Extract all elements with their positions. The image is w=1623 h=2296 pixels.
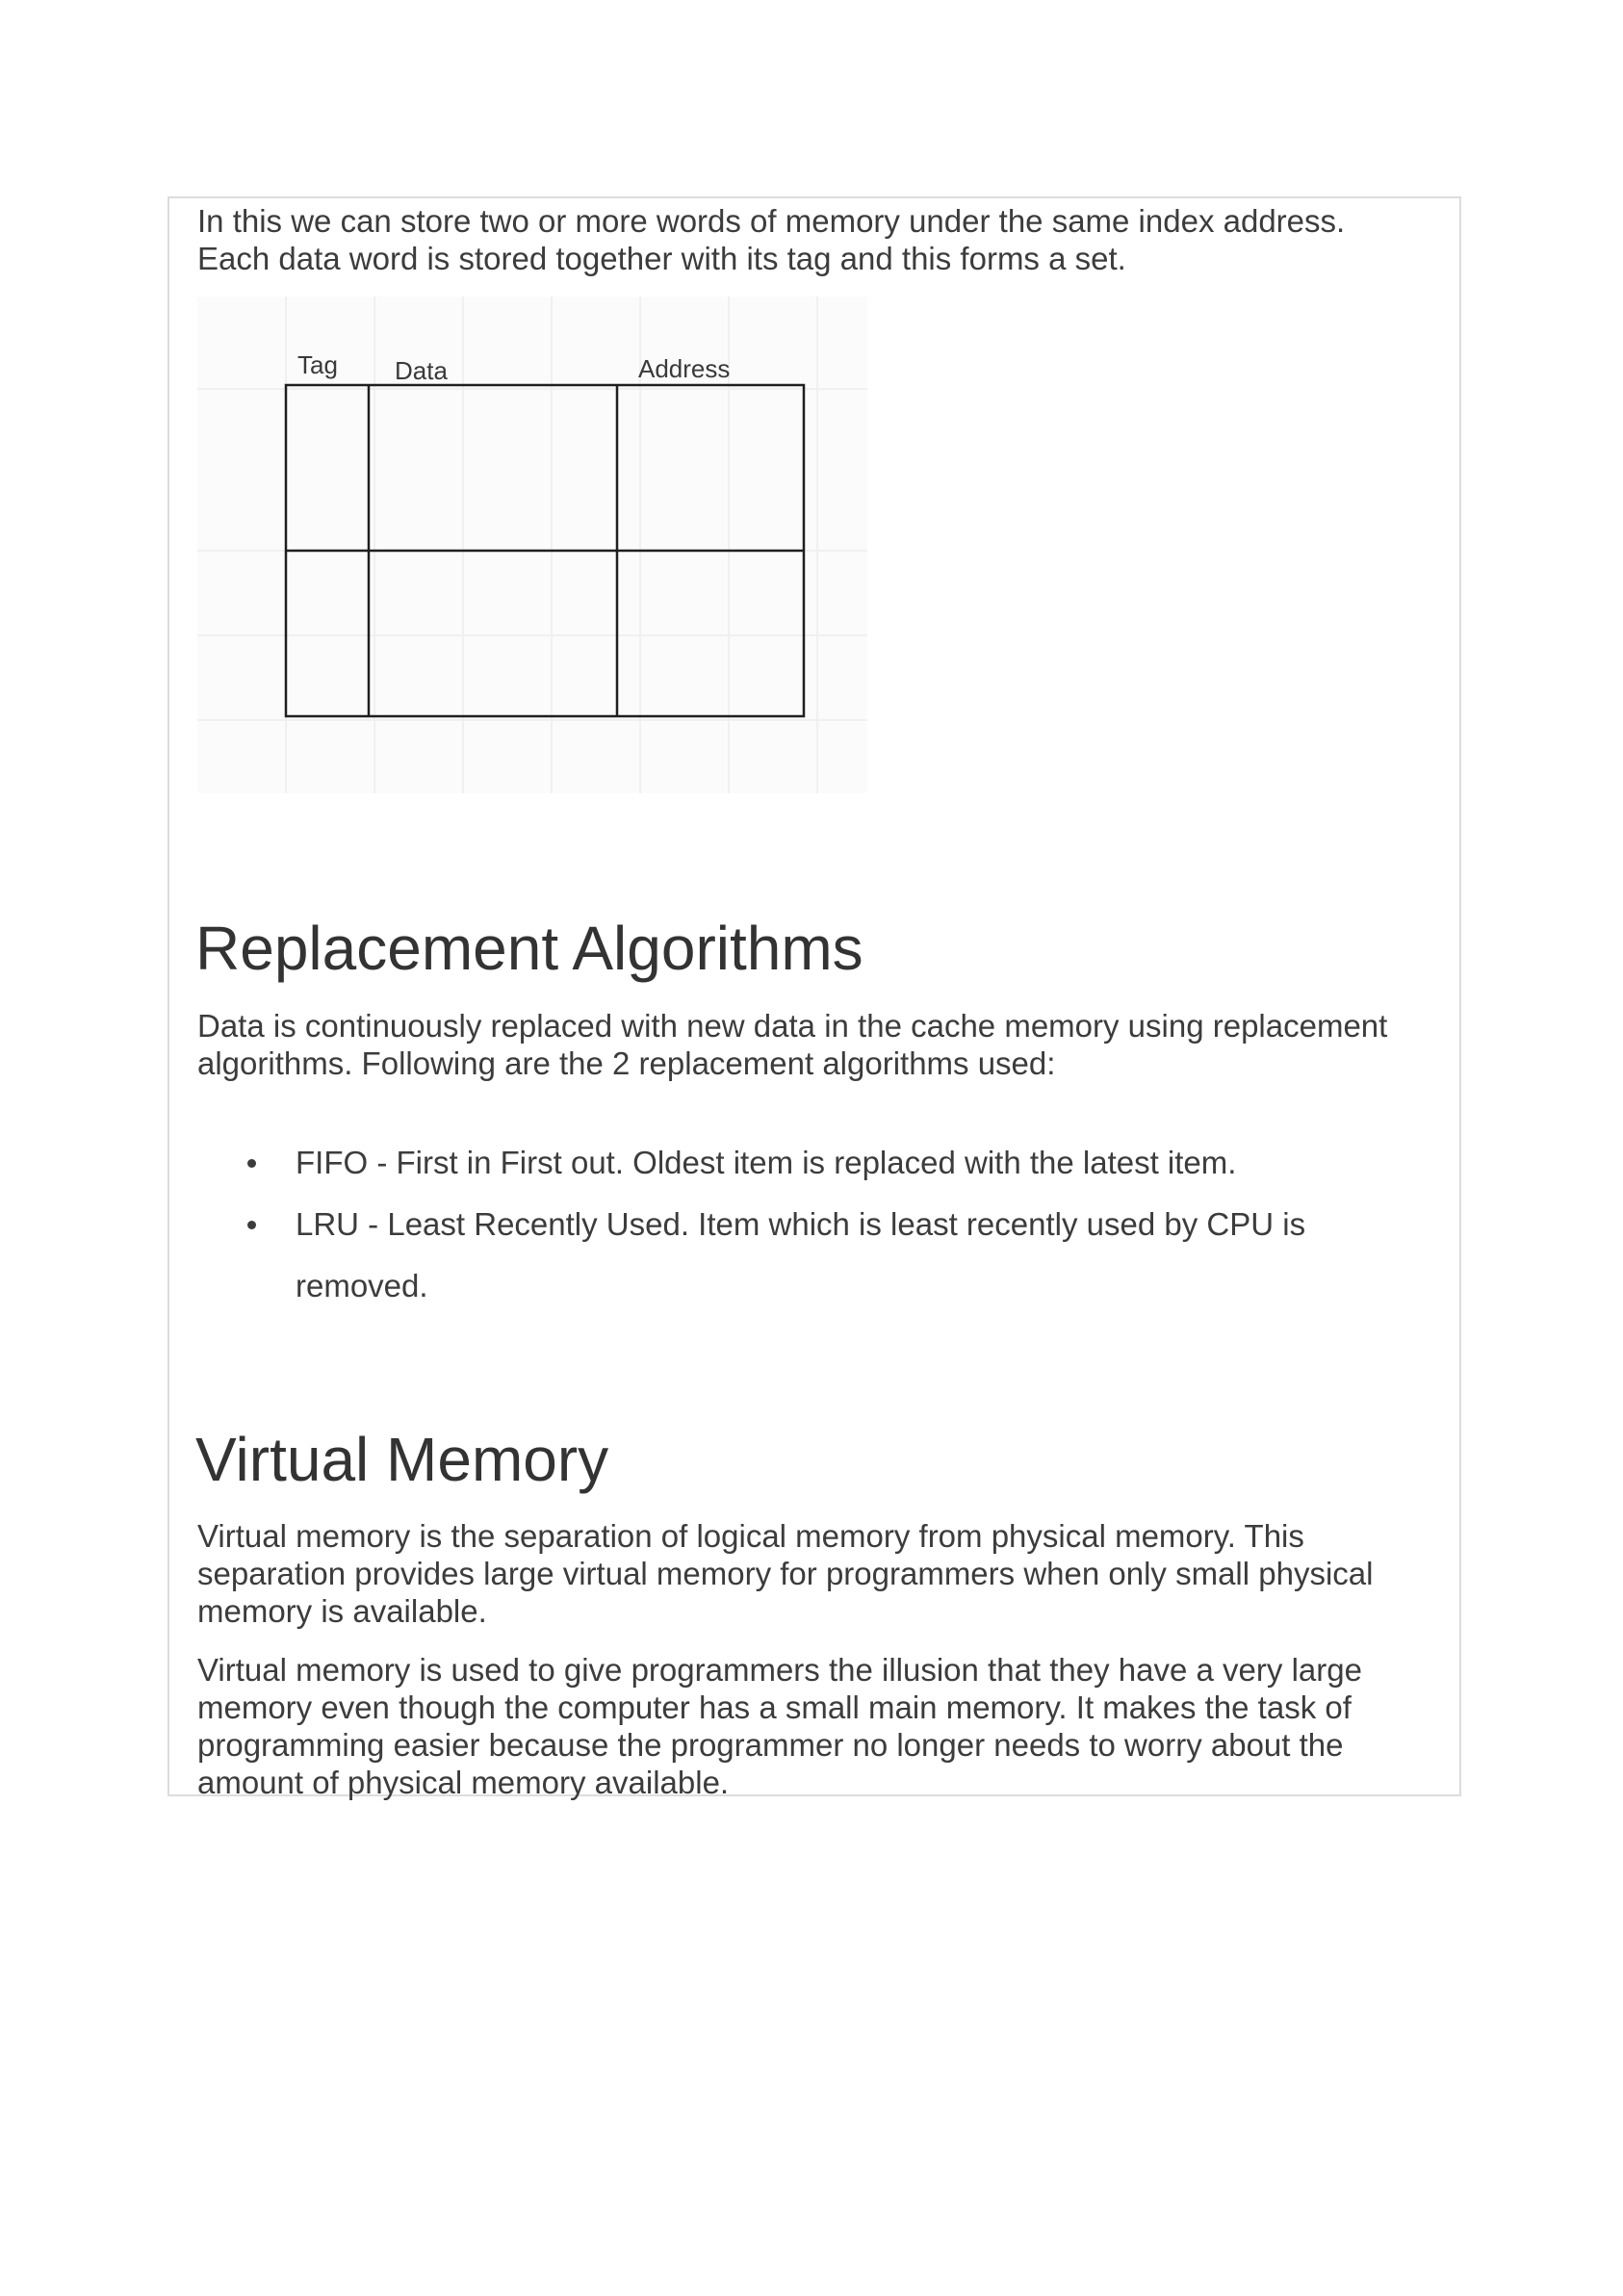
- diagram-background: [197, 297, 867, 793]
- list-item-fifo: FIFO - First in First out. Oldest item i…: [197, 1132, 1439, 1194]
- replacement-list: FIFO - First in First out. Oldest item i…: [197, 1132, 1439, 1317]
- virtual-paragraph-1: Virtual memory is the separation of logi…: [197, 1518, 1374, 1629]
- data-label: Data: [395, 356, 448, 385]
- bullet-icon: [247, 1221, 256, 1229]
- address-label: Address: [638, 354, 730, 383]
- set-associative-diagram: Tag Data Address: [197, 297, 867, 793]
- replacement-heading: Replacement Algorithms: [195, 914, 863, 983]
- virtual-memory-heading: Virtual Memory: [195, 1425, 609, 1494]
- replacement-paragraph: Data is continuously replaced with new d…: [197, 1008, 1388, 1081]
- intro-line-1: In this we can store two or more words o…: [197, 203, 1346, 239]
- diagram-table: [284, 383, 806, 718]
- intro-paragraph: In this we can store two or more words o…: [197, 202, 1439, 277]
- list-item-lru: LRU - Least Recently Used. Item which is…: [197, 1194, 1439, 1317]
- content-frame: [167, 196, 1461, 1796]
- tag-label: Tag: [297, 350, 338, 379]
- intro-line-2: Each data word is stored together with i…: [197, 241, 1126, 276]
- bullet-icon: [247, 1159, 256, 1168]
- virtual-paragraph-2: Virtual memory is used to give programme…: [197, 1652, 1362, 1800]
